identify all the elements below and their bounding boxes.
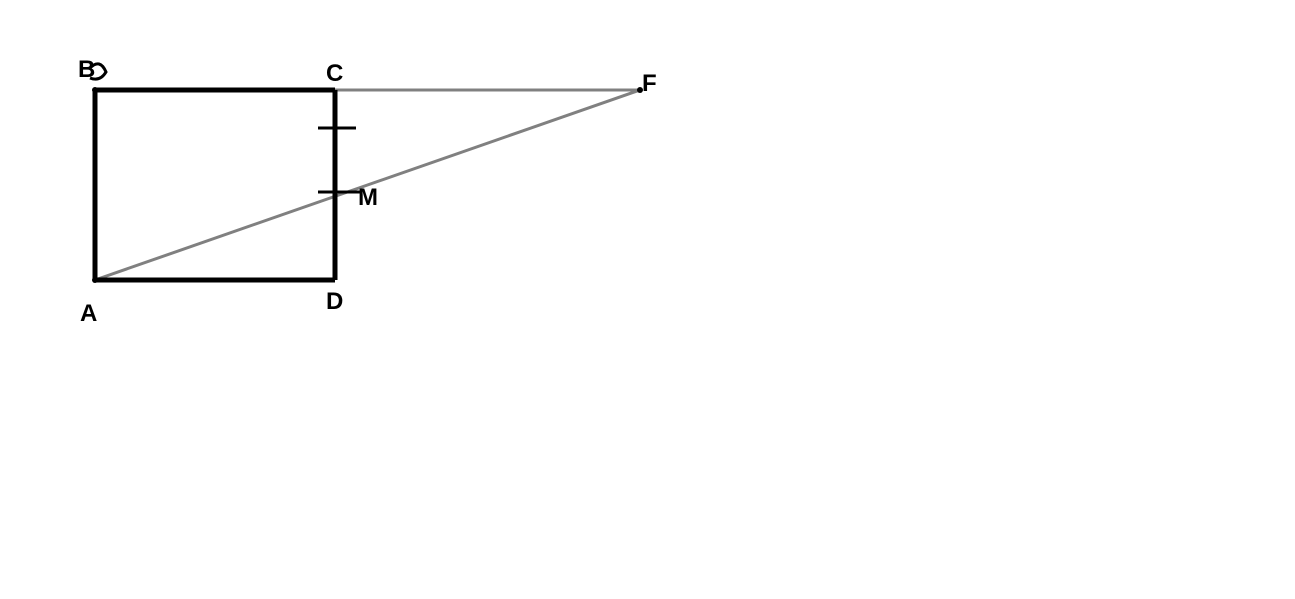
- label-c: C: [326, 60, 343, 88]
- label-a: A: [80, 300, 97, 328]
- label-f: F: [642, 70, 657, 98]
- label-m: M: [358, 184, 378, 212]
- vertex-a-dot: [92, 277, 98, 283]
- label-d: D: [326, 288, 343, 316]
- label-b: B: [78, 56, 95, 84]
- vertex-b-dot: [92, 87, 98, 93]
